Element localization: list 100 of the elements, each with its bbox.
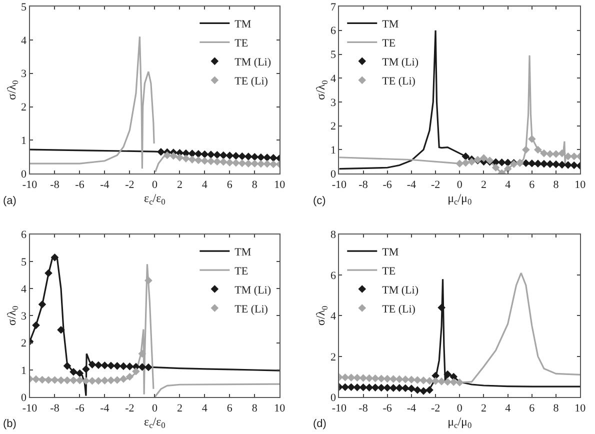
- legend-label: TE (Li): [382, 75, 416, 88]
- x-tick-label: -2: [125, 178, 134, 191]
- point: [395, 384, 404, 392]
- point: [438, 378, 446, 386]
- point: [504, 164, 512, 173]
- point: [213, 158, 222, 166]
- point: [88, 360, 96, 368]
- x-tick-label: 8: [553, 178, 560, 191]
- point: [270, 160, 278, 168]
- point: [444, 370, 452, 378]
- point: [414, 386, 422, 394]
- x-tick-label: -4: [406, 178, 417, 191]
- y-tick-label: 6: [21, 229, 28, 242]
- text: (b): [3, 418, 16, 430]
- point: [238, 152, 246, 160]
- point: [389, 375, 398, 383]
- point: [50, 376, 59, 384]
- point: [157, 148, 165, 156]
- point: [402, 376, 410, 384]
- y-tick-label: 5: [21, 256, 28, 268]
- point: [359, 374, 368, 382]
- x-tick-label: 6: [529, 402, 536, 414]
- point: [70, 368, 78, 376]
- point: [32, 375, 40, 384]
- x-axis-title: ε$_{c}$/ε$_{0}$: [144, 414, 166, 430]
- point: [82, 365, 90, 374]
- point: [395, 375, 404, 384]
- x-tick-label: 10: [274, 178, 286, 191]
- point: [402, 384, 410, 392]
- y-tick-label: 0: [21, 392, 28, 404]
- x-tick-label: 0: [456, 402, 463, 414]
- point: [456, 378, 464, 386]
- x-tick-label: 10: [574, 402, 586, 414]
- x-axis-title: ε$_{c}$/ε$_{0}$: [144, 190, 166, 206]
- point: [426, 386, 434, 394]
- point: [120, 375, 128, 383]
- point: [450, 378, 458, 386]
- x-tick-label: -8: [358, 402, 368, 414]
- point: [70, 376, 78, 384]
- y-tick-label: 5: [21, 1, 28, 14]
- y-tick-label: 4: [330, 310, 336, 323]
- point: [257, 160, 265, 168]
- legend-label: TE (Li): [234, 75, 268, 88]
- point: [426, 376, 434, 385]
- point: [456, 160, 464, 168]
- point: [138, 363, 146, 371]
- legend-label: TM: [234, 18, 252, 30]
- x-axis-title: μ$_{c}$/μ$_{0}$: [448, 414, 472, 430]
- x-tick-label: 6: [529, 178, 536, 191]
- point: [359, 383, 368, 392]
- point: [347, 383, 356, 392]
- x-tick-label: -8: [50, 178, 60, 191]
- point: [534, 146, 542, 154]
- y-tick-label: 4: [330, 72, 336, 85]
- x-tick-label: 0: [152, 178, 158, 191]
- y-tick-label: 3: [330, 96, 336, 109]
- legend-label: TM: [382, 18, 399, 30]
- point: [353, 383, 362, 392]
- point: [250, 152, 259, 161]
- point: [126, 372, 134, 381]
- point: [200, 157, 209, 165]
- point: [38, 300, 46, 308]
- point: [100, 376, 109, 384]
- point: [207, 157, 215, 166]
- x-tick-label: 2: [176, 178, 182, 191]
- x-tick-label: -10: [332, 402, 347, 414]
- x-tick-label: 6: [226, 178, 233, 191]
- point: [50, 254, 59, 262]
- point: [94, 361, 102, 369]
- y-tick-label: 0: [21, 168, 28, 180]
- legend-label: TE: [234, 265, 248, 278]
- legend-label: TE: [382, 265, 396, 278]
- point: [558, 149, 566, 158]
- legend-label: TM (Li): [234, 56, 272, 68]
- x-tick-label: -6: [382, 178, 392, 191]
- x-tick-label: -10: [332, 178, 347, 191]
- point: [226, 152, 234, 160]
- point: [76, 369, 84, 378]
- point: [226, 158, 234, 166]
- point: [63, 362, 72, 370]
- point: [120, 362, 128, 370]
- point: [207, 150, 215, 158]
- point: [232, 152, 240, 160]
- x-tick-label: -8: [358, 178, 368, 191]
- text: (d): [313, 418, 326, 430]
- point: [132, 367, 140, 376]
- legend-label: TM: [234, 246, 252, 258]
- x-axis-title: μ$_{c}$/μ$_{0}$: [448, 190, 472, 206]
- legend-label: TE: [382, 37, 396, 50]
- x-tick-label: -8: [50, 402, 60, 414]
- point: [263, 154, 272, 162]
- point: [182, 154, 190, 162]
- point: [100, 361, 109, 370]
- point: [420, 387, 428, 395]
- x-tick-label: 6: [226, 402, 233, 414]
- point: [188, 156, 196, 164]
- point: [94, 376, 102, 385]
- x-tick-label: 4: [505, 178, 512, 191]
- legend-label: TE (Li): [382, 303, 416, 316]
- x-tick-label: 2: [480, 402, 486, 414]
